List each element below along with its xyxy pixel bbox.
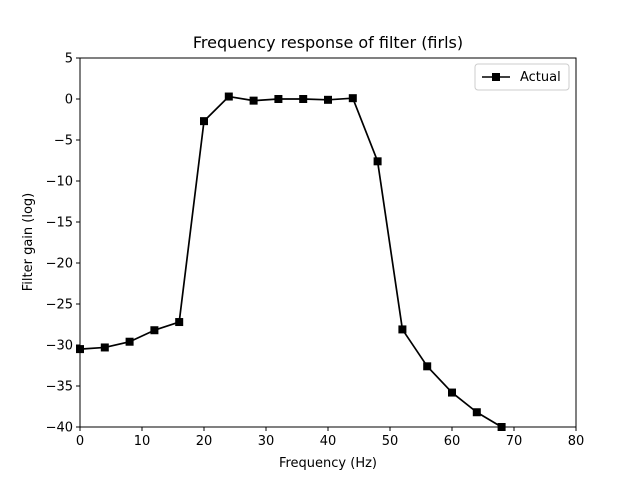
x-tick-label: 0 (76, 434, 84, 449)
x-axis: 0 10 20 30 40 50 60 70 80 (76, 427, 584, 449)
y-tick-label: 0 (65, 93, 73, 108)
plot-frame (79, 57, 577, 428)
data-point (472, 408, 481, 417)
legend-marker (492, 73, 500, 81)
data-point (224, 92, 233, 101)
y-tick-label: −15 (46, 216, 73, 231)
x-tick-label: 50 (382, 434, 399, 449)
data-point (299, 95, 308, 103)
y-axis: 5 0 −5 −10 −15 −20 −25 −30 −35 −40 (46, 52, 80, 436)
data-point (324, 95, 332, 104)
y-tick-label: −35 (46, 380, 73, 395)
data-point (448, 388, 456, 397)
legend-label: Actual (520, 70, 561, 85)
y-tick-label: −40 (46, 421, 73, 436)
y-tick-label: −10 (46, 175, 73, 190)
y-tick-label: 5 (65, 52, 73, 67)
data-point (200, 117, 208, 126)
data-point (175, 318, 184, 327)
x-tick-label: 20 (196, 434, 213, 449)
x-tick-label: 10 (134, 434, 151, 449)
x-tick-label: 30 (258, 434, 275, 449)
data-point (274, 95, 283, 103)
legend: Actual (474, 63, 570, 91)
x-tick-label: 60 (444, 434, 461, 449)
y-tick-label: −20 (46, 257, 73, 272)
x-tick-label: 80 (568, 434, 585, 449)
data-point (125, 337, 134, 346)
data-point (398, 325, 407, 334)
data-point (348, 94, 357, 103)
legend-box (474, 63, 570, 91)
y-tick-label: −30 (46, 339, 73, 354)
chart-title: Frequency response of filter (firls) (193, 33, 463, 52)
y-axis-label: Filter gain (log) (21, 193, 36, 292)
data-point (423, 362, 432, 371)
data-point (373, 157, 382, 166)
plot-area (80, 58, 576, 427)
y-tick-label: −5 (54, 134, 73, 149)
x-tick-label: 40 (320, 434, 337, 449)
data-point (249, 96, 258, 105)
data-point (100, 343, 109, 352)
data-point (150, 326, 159, 335)
x-tick-label: 70 (506, 434, 523, 449)
series-line (79, 95, 503, 428)
x-axis-label: Frequency (Hz) (279, 456, 377, 471)
y-tick-label: −25 (46, 298, 73, 313)
